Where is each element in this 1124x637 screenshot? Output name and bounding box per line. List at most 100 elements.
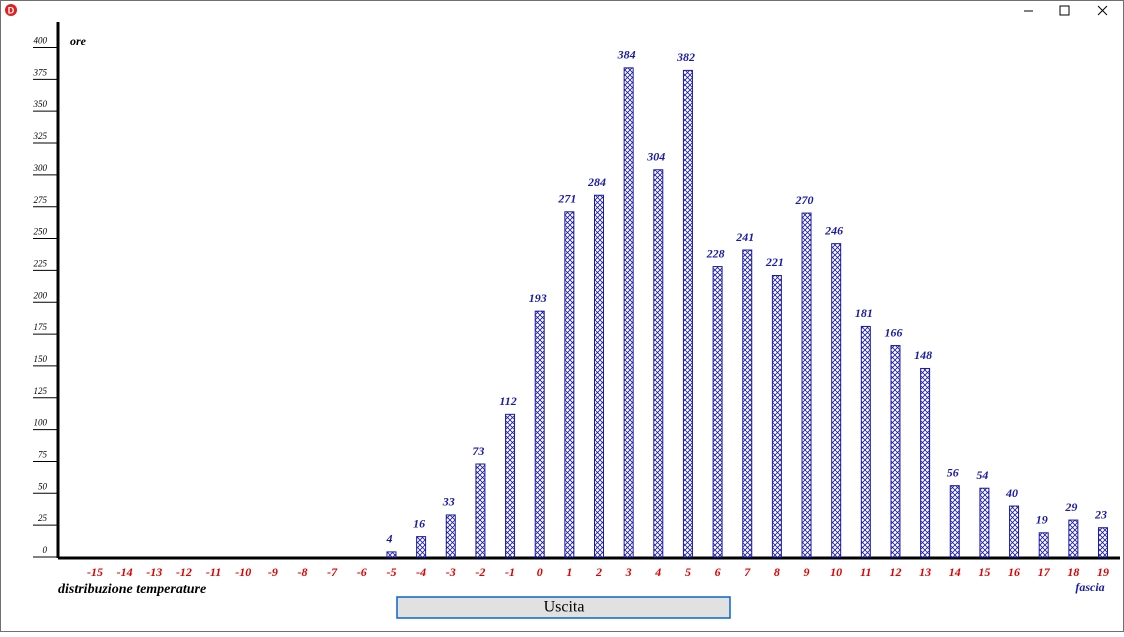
x-tick-label: 13 [919, 565, 931, 579]
value-label: 241 [735, 230, 754, 244]
x-tick-label: -10 [235, 565, 251, 579]
bar [920, 367, 931, 558]
value-label: 40 [1005, 486, 1018, 500]
value-label: 23 [1094, 507, 1107, 521]
bar [682, 69, 693, 558]
value-label: 221 [765, 255, 784, 269]
x-tick-label: 1 [566, 565, 572, 579]
bar [742, 249, 753, 558]
value-label: 181 [855, 306, 873, 320]
y-tick-label: 250 [34, 227, 48, 237]
bar [949, 485, 960, 558]
value-label: 54 [976, 468, 988, 482]
y-tick-label: 200 [34, 290, 48, 300]
bar [801, 212, 812, 558]
value-label: 271 [557, 192, 576, 206]
x-tick-label: 17 [1038, 565, 1051, 579]
bar [416, 536, 427, 558]
x-tick-label: 4 [654, 565, 661, 579]
y-tick-label: 325 [33, 131, 48, 141]
bar [771, 274, 782, 558]
value-label: 246 [824, 223, 843, 237]
x-tick-label: -6 [357, 565, 367, 579]
bar [831, 243, 842, 558]
x-tick-label: -8 [298, 565, 308, 579]
x-tick-label: 8 [774, 565, 780, 579]
close-button[interactable] [1097, 5, 1108, 16]
x-tick-label: -13 [146, 565, 162, 579]
value-label: 73 [472, 444, 484, 458]
x-tick-label: 7 [744, 565, 751, 579]
y-tick-label: 175 [34, 322, 48, 332]
y-tick-label: 0 [43, 545, 48, 555]
x-tick-label: 12 [889, 565, 901, 579]
y-tick-label: 375 [33, 67, 48, 77]
bar [623, 67, 634, 558]
bar [386, 551, 397, 558]
x-tick-label: -9 [268, 565, 278, 579]
y-tick-label: 350 [33, 99, 48, 109]
bar [594, 194, 604, 558]
x-tick-label: -5 [386, 565, 396, 579]
x-tick-label: -1 [505, 565, 515, 579]
value-label: 270 [795, 193, 814, 207]
y-tick-label: 225 [34, 258, 48, 268]
value-label: 228 [706, 246, 725, 260]
bar [534, 310, 545, 558]
bar [564, 211, 575, 558]
x-axis-label: distribuzione temperature [58, 582, 206, 597]
y-tick-label: 125 [34, 386, 48, 396]
bar [890, 345, 901, 558]
value-label: 166 [884, 325, 902, 339]
value-label: 19 [1036, 513, 1048, 527]
x-tick-label: -2 [475, 565, 485, 579]
bar [505, 413, 516, 558]
x-tick-label: -12 [176, 565, 192, 579]
bar [1068, 519, 1079, 558]
y-tick-label: 50 [38, 481, 48, 491]
value-label: 29 [1064, 500, 1077, 514]
y-tick-label: 275 [34, 195, 48, 205]
bar [979, 487, 990, 558]
x-tick-label: -11 [206, 565, 221, 579]
value-label: 112 [499, 394, 516, 408]
x-tick-label: -15 [87, 565, 103, 579]
bar [445, 514, 456, 558]
y-tick-label: 25 [38, 513, 48, 523]
exit-button[interactable] [396, 596, 731, 619]
x-tick-label: -3 [446, 565, 456, 579]
x-tick-label: 19 [1097, 565, 1109, 579]
value-label: 33 [442, 495, 455, 509]
value-label: 382 [676, 50, 695, 64]
bar [1098, 527, 1108, 558]
y-tick-label: 100 [34, 418, 48, 428]
value-label: 148 [914, 348, 932, 362]
x-tick-label: 9 [804, 565, 810, 579]
bar [1038, 532, 1049, 558]
x-unit-label: fascia [1075, 580, 1104, 594]
y-tick-label: 150 [34, 354, 48, 364]
bar [475, 463, 486, 558]
maximize-button[interactable] [1059, 5, 1070, 16]
bar [860, 325, 871, 558]
bar [1009, 505, 1020, 558]
exit-button-label[interactable]: Uscita [544, 599, 585, 616]
x-tick-label: 15 [978, 565, 990, 579]
x-tick-label: 0 [537, 565, 543, 579]
app-icon-letter: D [8, 5, 15, 15]
value-label: 284 [587, 175, 606, 189]
app-icon [5, 4, 17, 16]
value-label: 193 [529, 291, 547, 305]
y-axis-label: ore [70, 34, 87, 48]
x-tick-label: 14 [949, 565, 961, 579]
x-tick-label: 16 [1008, 565, 1020, 579]
bar [712, 266, 723, 558]
value-label: 304 [646, 150, 665, 164]
value-label: 16 [413, 516, 425, 530]
value-label: 4 [385, 532, 392, 546]
x-tick-label: -7 [327, 565, 338, 579]
x-tick-label: -4 [416, 565, 426, 579]
